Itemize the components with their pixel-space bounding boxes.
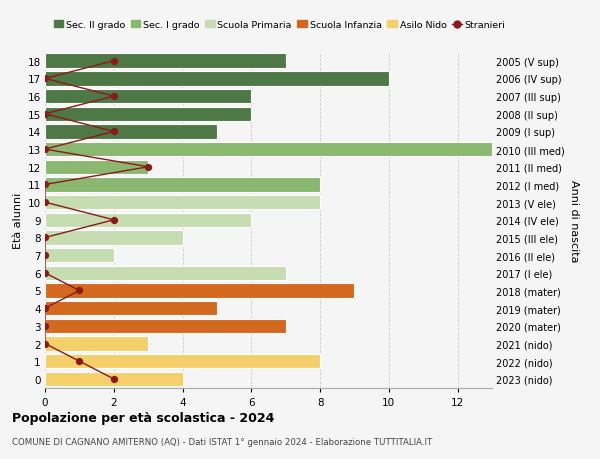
Bar <box>45 72 389 86</box>
Point <box>109 129 119 136</box>
Bar <box>45 54 286 69</box>
Point <box>40 323 50 330</box>
Bar <box>45 90 251 104</box>
Bar <box>45 143 492 157</box>
Bar <box>45 196 320 210</box>
Bar <box>45 125 217 140</box>
Bar <box>45 284 355 298</box>
Point <box>40 252 50 259</box>
Bar <box>45 319 286 333</box>
Text: Popolazione per età scolastica - 2024: Popolazione per età scolastica - 2024 <box>12 411 274 424</box>
Legend: Sec. II grado, Sec. I grado, Scuola Primaria, Scuola Infanzia, Asilo Nido, Stran: Sec. II grado, Sec. I grado, Scuola Prim… <box>50 17 509 34</box>
Bar <box>45 160 148 174</box>
Point <box>40 76 50 83</box>
Bar <box>45 178 320 192</box>
Point <box>40 269 50 277</box>
Y-axis label: Età alunni: Età alunni <box>13 192 23 248</box>
Bar <box>45 336 148 351</box>
Point <box>40 111 50 118</box>
Point <box>40 146 50 153</box>
Point <box>143 164 153 171</box>
Point <box>40 305 50 312</box>
Bar <box>45 266 286 280</box>
Text: COMUNE DI CAGNANO AMITERNO (AQ) - Dati ISTAT 1° gennaio 2024 - Elaborazione TUTT: COMUNE DI CAGNANO AMITERNO (AQ) - Dati I… <box>12 437 432 446</box>
Point <box>40 234 50 241</box>
Bar <box>45 213 251 228</box>
Point <box>109 217 119 224</box>
Point <box>40 181 50 189</box>
Point <box>74 287 84 295</box>
Bar <box>45 107 251 122</box>
Bar <box>45 248 114 263</box>
Point <box>109 58 119 65</box>
Bar <box>45 231 182 245</box>
Point <box>109 375 119 383</box>
Y-axis label: Anni di nascita: Anni di nascita <box>569 179 579 262</box>
Bar <box>45 372 182 386</box>
Point <box>109 93 119 101</box>
Bar <box>45 301 217 316</box>
Point <box>74 358 84 365</box>
Point <box>40 340 50 347</box>
Bar <box>45 354 320 369</box>
Point <box>40 199 50 207</box>
